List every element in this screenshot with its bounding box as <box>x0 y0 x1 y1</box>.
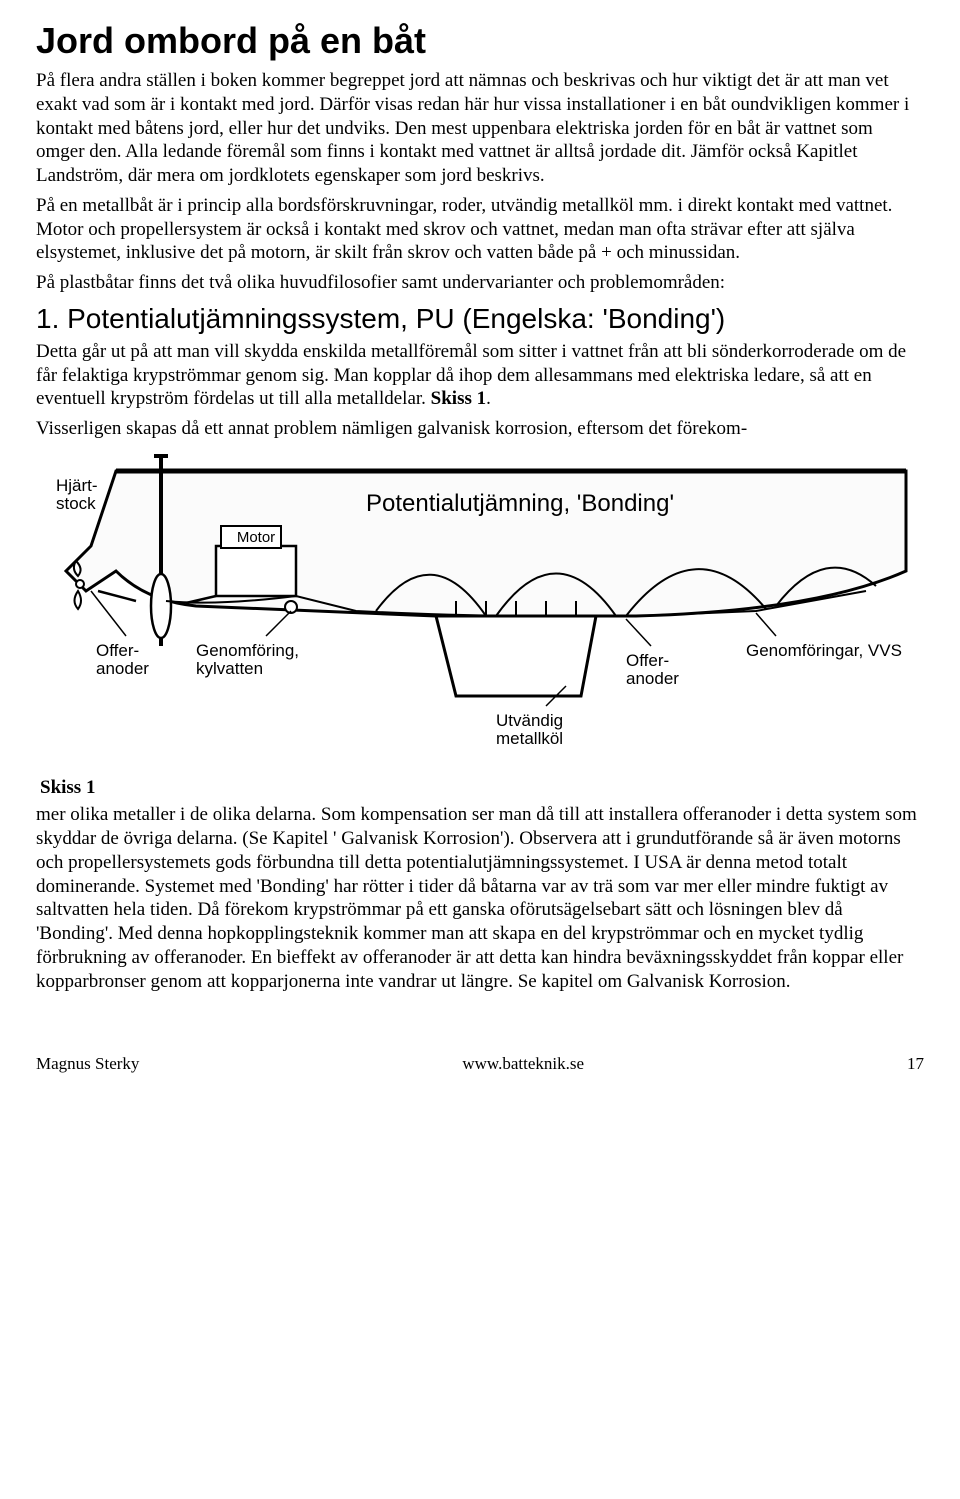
motor-label: Motor <box>237 529 275 546</box>
section-heading: 1. Potentialutjämningssystem, PU (Engels… <box>36 301 924 336</box>
offer-anoder-left-2: anoder <box>96 659 149 678</box>
skiss-ref: Skiss 1 <box>431 388 486 409</box>
offer-anoder-left-1: Offer- <box>96 641 139 660</box>
hjartstock-label-1: Hjärt- <box>56 476 98 495</box>
paragraph-4: Detta går ut på att man vill skydda ensk… <box>36 340 924 411</box>
genomforingar-vvs: Genomföringar, VVS <box>746 641 902 660</box>
paragraph-2: På en metallbåt är i princip alla bordsf… <box>36 194 924 265</box>
paragraph-4-suffix: . <box>486 388 491 409</box>
diagram-title: Potentialutjämning, 'Bonding' <box>366 490 674 517</box>
offer-anoder-right-2: anoder <box>626 669 679 688</box>
utvandig-kol-2: metallköl <box>496 729 563 748</box>
offer-anoder-right-1: Offer- <box>626 651 669 670</box>
page-footer: Magnus Sterky www.batteknik.se 17 <box>36 1053 924 1074</box>
hjartstock-label-2: stock <box>56 494 96 513</box>
footer-page-number: 17 <box>907 1053 924 1074</box>
paragraph-6: mer olika metaller i de olika delarna. S… <box>36 803 924 993</box>
paragraph-1: På flera andra ställen i boken kommer be… <box>36 69 924 188</box>
genomforing-kyl-2: kylvatten <box>196 659 263 678</box>
diagram-caption: Skiss 1 <box>40 776 924 800</box>
genomforing-kyl-1: Genomföring, <box>196 641 299 660</box>
utvandig-kol-1: Utvändig <box>496 711 563 730</box>
paragraph-5: Visserligen skapas då ett annat problem … <box>36 417 924 441</box>
paragraph-3: På plastbåtar finns det två olika huvudf… <box>36 271 924 295</box>
footer-author: Magnus Sterky <box>36 1053 139 1074</box>
page-title: Jord ombord på en båt <box>36 18 924 63</box>
boat-diagram: Motor Potentialutjämning, 'Bonding' Hjär… <box>36 451 924 768</box>
footer-url: www.batteknik.se <box>462 1053 584 1074</box>
